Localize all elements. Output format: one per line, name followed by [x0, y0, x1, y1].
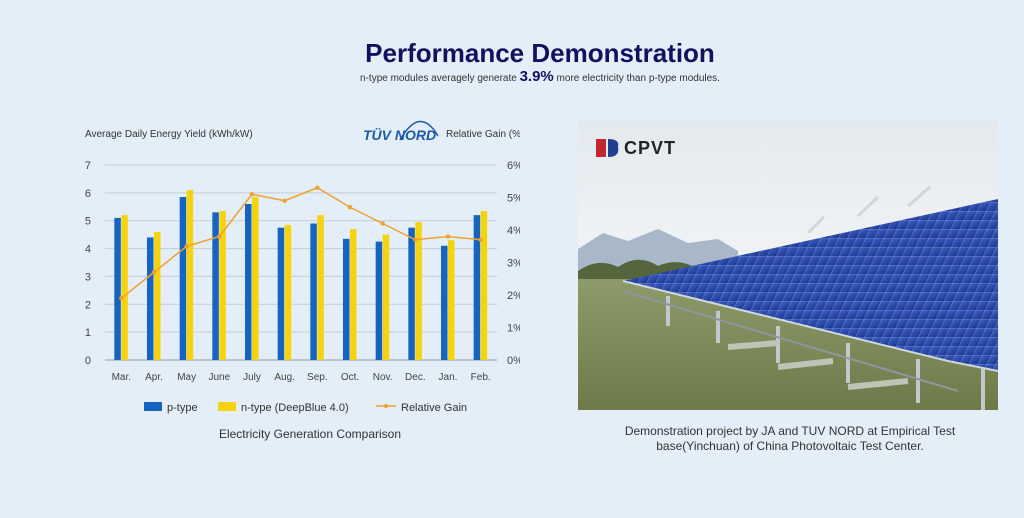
relative-gain-line: [120, 186, 481, 299]
relative-gain-point: [445, 234, 451, 239]
y-axis-left-label: Average Daily Energy Yield (kWh/kW): [85, 129, 253, 140]
relative-gain-point: [249, 192, 255, 197]
page-subtitle: n-type modules averagely generate 3.9% m…: [0, 68, 1024, 85]
y-tick-right: 0%: [507, 355, 520, 367]
x-tick-label: July: [243, 372, 261, 383]
subtitle-highlight: 3.9%: [519, 68, 554, 85]
photo-caption: Demonstration project by JA and TUV NORD…: [624, 424, 956, 453]
bar-n-type: [284, 224, 292, 360]
bar-n-type: [448, 240, 455, 360]
relative-gain-point: [347, 205, 353, 210]
relative-gain-point: [315, 185, 320, 190]
x-tick-label: Dec.: [405, 372, 426, 383]
subtitle-text-before: n-type modules averagely generate: [360, 73, 520, 84]
tracker-posts: [806, 185, 931, 235]
bar-p-type: [277, 227, 285, 360]
bar-n-type: [415, 222, 422, 360]
x-tick-label: Nov.: [373, 372, 393, 383]
bar-p-type: [245, 204, 252, 360]
y-tick-left: 6: [85, 188, 91, 200]
bar-p-type: [441, 245, 448, 360]
panel-frame-edge: [622, 280, 998, 372]
bar-n-type: [382, 234, 390, 360]
cpvt-logo: CPVT: [594, 135, 676, 161]
bar-n-type: [186, 190, 194, 360]
legend-swatch-p-type: [144, 402, 162, 411]
x-tick-label: Sep.: [307, 372, 328, 383]
chart-caption: Electricity Generation Comparison: [218, 427, 402, 441]
cpvt-logo-text: CPVT: [624, 137, 677, 158]
x-tick-label: Oct.: [341, 372, 359, 383]
bar-n-type: [350, 229, 357, 360]
solar-panel-array: [623, 199, 998, 371]
relative-gain-point: [282, 198, 287, 203]
bar-n-type: [480, 210, 488, 360]
chart-legend: p-type n-type (DeepBlue 4.0) Relative Ga…: [144, 402, 467, 414]
bar-p-type: [114, 217, 121, 360]
legend-label-p-type: p-type: [167, 402, 198, 414]
y-tick-left: 7: [85, 160, 91, 172]
x-tick-label: Feb.: [471, 372, 491, 383]
bar-p-type: [375, 241, 383, 360]
y-tick-right: 3%: [507, 258, 520, 270]
y-tick-right: 2%: [507, 290, 520, 302]
y-tick-left: 1: [85, 327, 91, 339]
bar-n-type: [317, 215, 324, 360]
cpvt-emblem-icon: [596, 139, 619, 157]
tuv-nord-logo-text: TÜV NORD: [363, 127, 436, 143]
y-axis-right-label: Relative Gain (%): [446, 129, 520, 140]
bar-p-type: [408, 227, 415, 360]
bar-n-type: [219, 210, 226, 360]
bar-p-type: [212, 212, 219, 360]
energy-yield-chart: 0 1 2 3 4 5 6 7 0% 1% 2% 3% 4% 5% 6% Mar. Apr. May June Jul…: [85, 120, 520, 414]
y-tick-right: 4%: [507, 225, 520, 237]
y-tick-left: 2: [85, 299, 91, 311]
bar-p-type: [179, 197, 187, 360]
relative-gain-point: [217, 234, 222, 239]
relative-gain-point: [478, 237, 483, 242]
bar-n-type: [121, 215, 128, 360]
tuv-nord-logo: TÜV NORD: [363, 120, 439, 143]
y-tick-left: 0: [85, 355, 91, 367]
y-tick-left: 3: [85, 271, 91, 283]
subtitle-text-after: more electricity than p-type modules.: [553, 73, 720, 84]
legend-label-n-type: n-type (DeepBlue 4.0): [241, 402, 349, 414]
x-tick-label: Jan.: [439, 372, 458, 383]
y-tick-right: 1%: [507, 323, 520, 335]
solar-panel-photo: CPVT: [578, 121, 998, 410]
bar-p-type: [147, 237, 154, 360]
bar-p-type: [310, 223, 317, 360]
relative-gain-point: [119, 296, 124, 301]
y-tick-left: 5: [85, 216, 91, 228]
bar-p-type: [343, 238, 350, 360]
relative-gain-point: [380, 221, 385, 226]
bar-p-type: [473, 215, 481, 360]
bar-n-type: [252, 197, 259, 360]
relative-gain-point: [184, 244, 189, 249]
y-tick-right: 5%: [507, 193, 520, 205]
y-tick-right: 6%: [507, 160, 520, 172]
x-tick-label: Mar.: [112, 372, 131, 383]
x-tick-label: Aug.: [274, 372, 295, 383]
page-title: Performance Demonstration: [365, 38, 715, 68]
relative-gain-point: [413, 237, 418, 242]
concrete-footings: [727, 340, 909, 390]
y-tick-left: 4: [85, 244, 91, 256]
relative-gain-point: [151, 270, 157, 275]
legend-label-relative-gain: Relative Gain: [401, 402, 467, 414]
solar-panel-illustration: [578, 121, 998, 410]
bar-n-type: [154, 231, 161, 360]
x-tick-label: June: [208, 372, 230, 383]
legend-marker-relative-gain: [384, 404, 388, 408]
x-tick-label: May: [177, 372, 196, 383]
tracker-rail: [622, 290, 959, 392]
x-tick-label: Apr.: [145, 372, 163, 383]
legend-swatch-n-type: [218, 402, 236, 411]
